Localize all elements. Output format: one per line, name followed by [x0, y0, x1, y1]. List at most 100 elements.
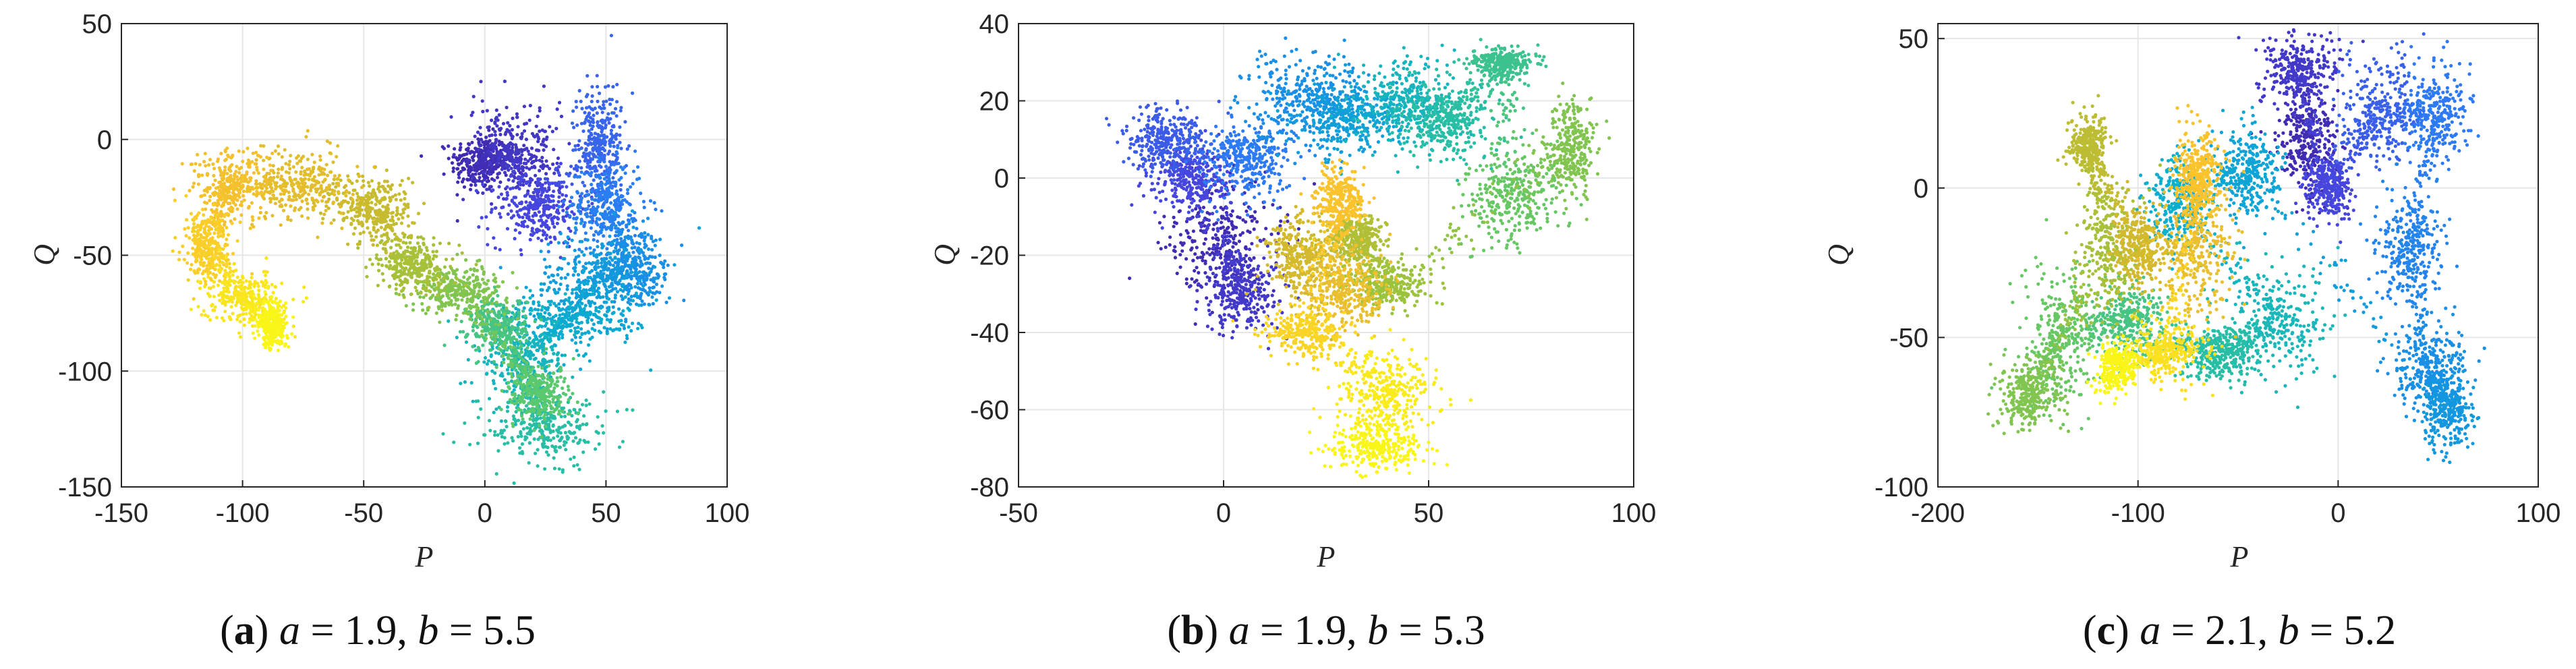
- scatter-point: [519, 161, 523, 165]
- scatter-point: [596, 273, 600, 277]
- scatter-point: [492, 411, 496, 415]
- scatter-point: [399, 245, 403, 250]
- scatter-point: [515, 338, 519, 342]
- scatter-point: [629, 295, 633, 299]
- scatter-point: [621, 283, 625, 287]
- scatter-point: [428, 296, 432, 300]
- scatter-point: [610, 299, 614, 303]
- scatter-point: [484, 372, 489, 376]
- scatter-point: [584, 117, 588, 121]
- scatter-point: [643, 262, 648, 266]
- scatter-point: [477, 172, 482, 176]
- scatter-point: [609, 201, 613, 205]
- scatter-point: [602, 390, 606, 394]
- scatter-point: [496, 285, 500, 289]
- scatter-point: [626, 218, 631, 222]
- scatter-point: [431, 257, 435, 261]
- scatter-point: [399, 221, 404, 225]
- scatter-point: [606, 84, 610, 88]
- scatter-point: [399, 212, 403, 216]
- scatter-point: [595, 209, 599, 213]
- scatter-point: [494, 140, 498, 144]
- scatter-point: [561, 319, 565, 323]
- scatter-point: [496, 351, 501, 355]
- scatter-point: [434, 311, 438, 315]
- scatter-point: [548, 235, 552, 239]
- scatter-point: [621, 309, 625, 313]
- scatter-point: [612, 272, 616, 276]
- scatter-point: [621, 313, 625, 318]
- scatter-point: [682, 298, 686, 302]
- scatter-point: [573, 330, 577, 334]
- scatter-point: [494, 386, 498, 390]
- scatter-point: [592, 121, 596, 125]
- scatter-point: [534, 173, 538, 177]
- scatter-point: [506, 212, 510, 216]
- scatter-point: [486, 243, 490, 247]
- scatter-point: [541, 344, 546, 348]
- scatter-point: [540, 187, 544, 192]
- scatter-points: [171, 34, 702, 486]
- scatter-point: [335, 196, 339, 200]
- scatter-point: [552, 324, 556, 328]
- scatter-point: [576, 411, 580, 415]
- scatter-point: [481, 140, 485, 144]
- scatter-point: [565, 324, 569, 328]
- scatter-point: [344, 183, 348, 187]
- scatter-point: [609, 34, 614, 38]
- scatter-point: [504, 326, 508, 330]
- scatter-point: [574, 306, 578, 310]
- scatter-point: [618, 140, 622, 144]
- scatter-point: [585, 190, 589, 194]
- scatter-point: [519, 248, 523, 252]
- scatter-point: [608, 320, 612, 324]
- scatter-point: [539, 428, 544, 432]
- scatter-point: [551, 320, 555, 324]
- scatter-point: [465, 152, 469, 156]
- scatter-point: [546, 374, 550, 378]
- scatter-point: [630, 209, 635, 213]
- scatter-point: [518, 208, 522, 212]
- scatter-point: [532, 191, 536, 195]
- scatter-point: [366, 191, 370, 195]
- scatter-point: [570, 210, 574, 214]
- scatter-point: [477, 293, 481, 297]
- scatter-point: [509, 354, 514, 358]
- scatter-point: [536, 201, 540, 205]
- scatter-point: [527, 441, 532, 445]
- scatter-point: [459, 279, 463, 283]
- scatter-point: [505, 146, 510, 150]
- scatter-point: [475, 308, 479, 312]
- scatter-point: [556, 337, 561, 341]
- scatter-point: [401, 231, 405, 235]
- scatter-point: [426, 274, 430, 279]
- scatter-point: [636, 286, 641, 290]
- scatter-point: [423, 287, 428, 291]
- scatter-point: [552, 206, 556, 210]
- scatter-point: [455, 335, 459, 339]
- scatter-point: [588, 402, 592, 406]
- scatter-point: [646, 216, 650, 221]
- scatter-point: [464, 311, 468, 315]
- scatter-point: [549, 240, 553, 244]
- scatter-point: [534, 423, 538, 427]
- scatter-point: [492, 144, 496, 148]
- scatter-point: [561, 312, 565, 316]
- scatter-point: [536, 360, 541, 364]
- scatter-point: [441, 432, 445, 436]
- scatter-point: [520, 167, 525, 171]
- scatter-point: [490, 165, 494, 169]
- scatter-point: [605, 262, 609, 266]
- scatter-point: [466, 178, 470, 182]
- scatter-point: [547, 200, 552, 204]
- scatter-point: [500, 435, 504, 439]
- scatter-point: [490, 118, 494, 122]
- scatter-point: [637, 177, 641, 181]
- scatter-point: [428, 289, 432, 293]
- scatter-point: [424, 258, 428, 262]
- scatter-point: [627, 144, 631, 148]
- scatter-point: [466, 357, 470, 362]
- scatter-point: [542, 206, 546, 210]
- scatter-point: [505, 105, 509, 109]
- scatter-point: [346, 242, 350, 246]
